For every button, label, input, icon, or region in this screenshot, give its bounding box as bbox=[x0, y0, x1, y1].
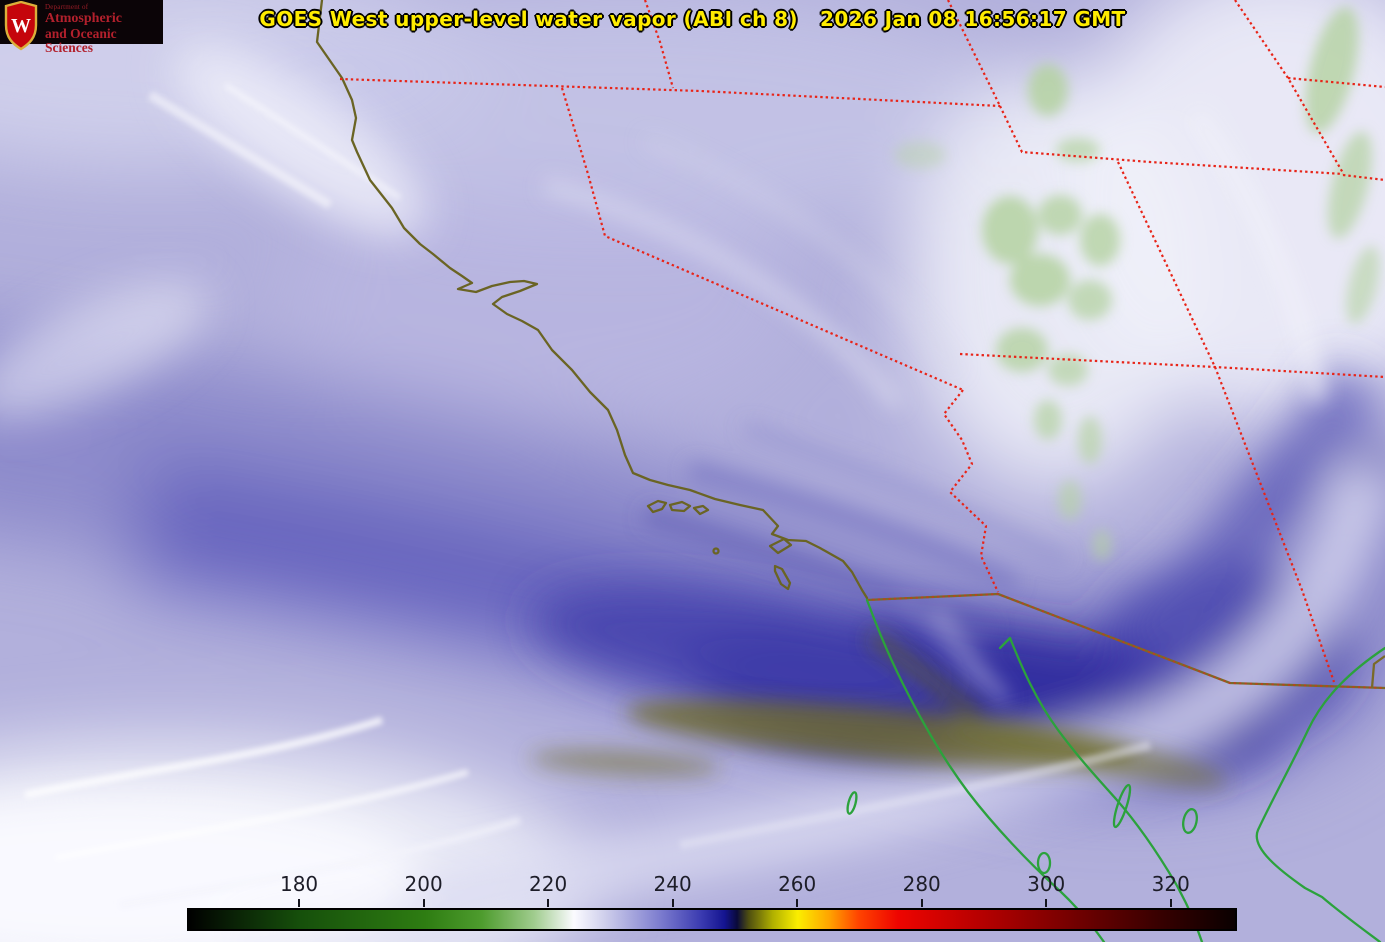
colorbar-tick-label: 260 bbox=[778, 872, 817, 896]
colorbar-tick-mark bbox=[298, 899, 301, 907]
wv-cold-cloud-patches bbox=[894, 6, 1380, 561]
uw-crest-icon: W bbox=[4, 1, 38, 51]
colorbar-tick-label: 320 bbox=[1151, 872, 1190, 896]
colorbar-tick-mark bbox=[671, 899, 674, 907]
logo-line-atmospheric: Atmospheric bbox=[45, 11, 122, 26]
colorbar-tick-mark bbox=[422, 899, 425, 907]
colorbar-tick-label: 200 bbox=[404, 872, 443, 896]
colorbar-tick-label: 300 bbox=[1027, 872, 1066, 896]
us-mexico-border-dots bbox=[866, 592, 1385, 689]
colorbar-tick-label: 240 bbox=[653, 872, 692, 896]
colorbar-tick-label: 280 bbox=[902, 872, 941, 896]
colorbar-tick-mark bbox=[1045, 899, 1048, 907]
wv-dry-band bbox=[0, 44, 1385, 942]
uw-logo: W Department of Atmospheric and Oceanic … bbox=[0, 0, 163, 54]
colorbar-tick-mark bbox=[547, 899, 550, 907]
wv-olive-streaks bbox=[530, 629, 1227, 787]
crest-letter: W bbox=[11, 15, 31, 37]
mexico-coastline bbox=[846, 598, 1385, 942]
us-coastline bbox=[315, 0, 869, 600]
colorbar-tick-label: 220 bbox=[529, 872, 568, 896]
colorbar-gradient bbox=[187, 908, 1237, 931]
colorbar-tick-mark bbox=[920, 899, 923, 907]
wv-wisps bbox=[24, 82, 1152, 909]
colorbar-tick-mark bbox=[796, 899, 799, 907]
logo-line-oceanic: and Oceanic Sciences bbox=[45, 26, 117, 55]
colorbar-tick-mark bbox=[1169, 899, 1172, 907]
logo-department-of: Department of bbox=[45, 3, 89, 11]
uw-logo-words: Department of Atmospheric and Oceanic Sc… bbox=[45, 2, 163, 54]
image-title: GOES West upper-level water vapor (ABI c… bbox=[259, 7, 1126, 31]
colorbar-tick-label: 180 bbox=[279, 872, 319, 896]
wv-streaks bbox=[542, 110, 1326, 705]
state-borders bbox=[339, 0, 1385, 683]
